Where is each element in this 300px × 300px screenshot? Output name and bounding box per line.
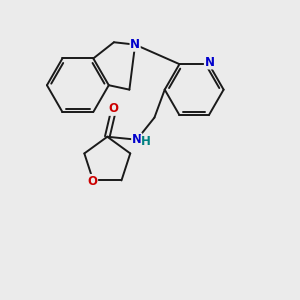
Text: O: O bbox=[109, 102, 119, 115]
Text: N: N bbox=[132, 133, 142, 146]
Text: N: N bbox=[205, 56, 214, 69]
Text: O: O bbox=[109, 102, 119, 115]
Text: N: N bbox=[130, 38, 140, 51]
Text: N: N bbox=[130, 38, 140, 51]
Text: H: H bbox=[141, 135, 151, 148]
Text: O: O bbox=[88, 175, 98, 188]
Text: H: H bbox=[142, 137, 150, 147]
Text: O: O bbox=[88, 175, 98, 188]
Text: N: N bbox=[205, 56, 214, 69]
Text: N: N bbox=[132, 133, 142, 146]
